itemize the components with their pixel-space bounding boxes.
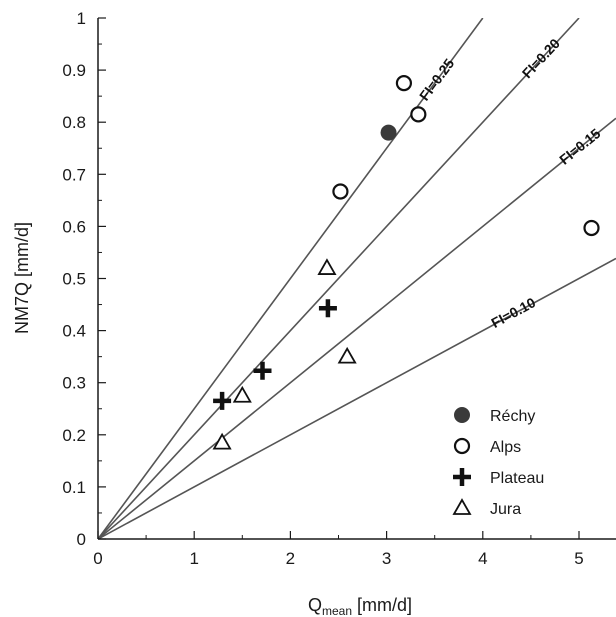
x-tick-label: 2 bbox=[286, 549, 295, 568]
reference-lines bbox=[98, 18, 616, 539]
x-axis-title-unit: [mm/d] bbox=[352, 595, 412, 615]
y-tick-label: 0.8 bbox=[62, 113, 86, 132]
reference-line-labels: FI=0.25 FI=0.20 FI=0.15 FI=0.10 bbox=[416, 35, 604, 331]
legend-label: Plateau bbox=[490, 470, 544, 487]
x-tick-label: 0 bbox=[93, 549, 102, 568]
x-tick-label: 5 bbox=[574, 549, 583, 568]
reference-line-label: FI=0.20 bbox=[519, 35, 563, 81]
legend-label: Réchy bbox=[490, 408, 535, 425]
reference-line-label: FI=0.15 bbox=[556, 125, 603, 168]
x-axis-title-main: Q bbox=[308, 595, 322, 615]
legend-marker-open-circle bbox=[453, 437, 471, 455]
data-point-plus bbox=[213, 391, 232, 410]
data-point-plus bbox=[253, 361, 272, 380]
y-axis-title: NM7Q [mm/d] bbox=[12, 222, 32, 334]
data-point-open-circle bbox=[583, 219, 600, 237]
reference-line bbox=[98, 18, 484, 539]
y-tick-label: 0 bbox=[77, 530, 86, 549]
legend-marker-plus bbox=[453, 468, 471, 486]
reference-line bbox=[98, 18, 580, 539]
y-tick-label: 0.4 bbox=[62, 322, 86, 341]
x-tick-label: 3 bbox=[382, 549, 391, 568]
axes: 0 0.1 0.2 0.3 0.4 0.5 0.6 0.7 0.8 0.9 1 0 1 2 3 4 5 bbox=[62, 9, 616, 568]
y-tick-label: 0.9 bbox=[62, 61, 86, 80]
reference-line bbox=[98, 257, 616, 539]
reference-line-label: FI=0.10 bbox=[488, 294, 538, 331]
x-tick-label: 1 bbox=[189, 549, 198, 568]
data-point-open-circle bbox=[395, 75, 413, 92]
data-point-open-circle bbox=[332, 183, 349, 200]
x-tick-label: 4 bbox=[478, 549, 487, 568]
data-point-open-triangle bbox=[212, 432, 232, 450]
data-point-open-triangle bbox=[232, 385, 252, 403]
legend: Réchy Alps Plateau Jura bbox=[452, 407, 544, 518]
reference-line bbox=[98, 117, 616, 539]
y-tick-label: 0.1 bbox=[62, 478, 86, 497]
data-point-plus bbox=[318, 299, 337, 318]
data-markers bbox=[212, 75, 600, 450]
legend-label: Alps bbox=[490, 439, 521, 456]
y-tick-label: 0.6 bbox=[62, 217, 86, 236]
reference-line-label: FI=0.25 bbox=[416, 55, 457, 103]
y-tick-label: 0.7 bbox=[62, 165, 86, 184]
y-tick-label: 1 bbox=[77, 9, 86, 28]
legend-label: Jura bbox=[490, 501, 521, 518]
y-tick-label: 0.3 bbox=[62, 374, 86, 393]
legend-marker-filled-circle bbox=[454, 407, 470, 423]
data-point-open-circle bbox=[410, 106, 427, 123]
data-point-open-triangle bbox=[317, 258, 337, 275]
y-tick-label: 0.5 bbox=[62, 270, 86, 289]
y-tick-label: 0.2 bbox=[62, 426, 86, 445]
data-point-open-triangle bbox=[337, 346, 357, 364]
data-point-filled-circle bbox=[380, 124, 397, 141]
x-axis-title-subscript: mean bbox=[322, 604, 352, 617]
x-axis-title: Qmean [mm/d] bbox=[308, 595, 412, 617]
legend-marker-open-triangle bbox=[452, 498, 472, 515]
